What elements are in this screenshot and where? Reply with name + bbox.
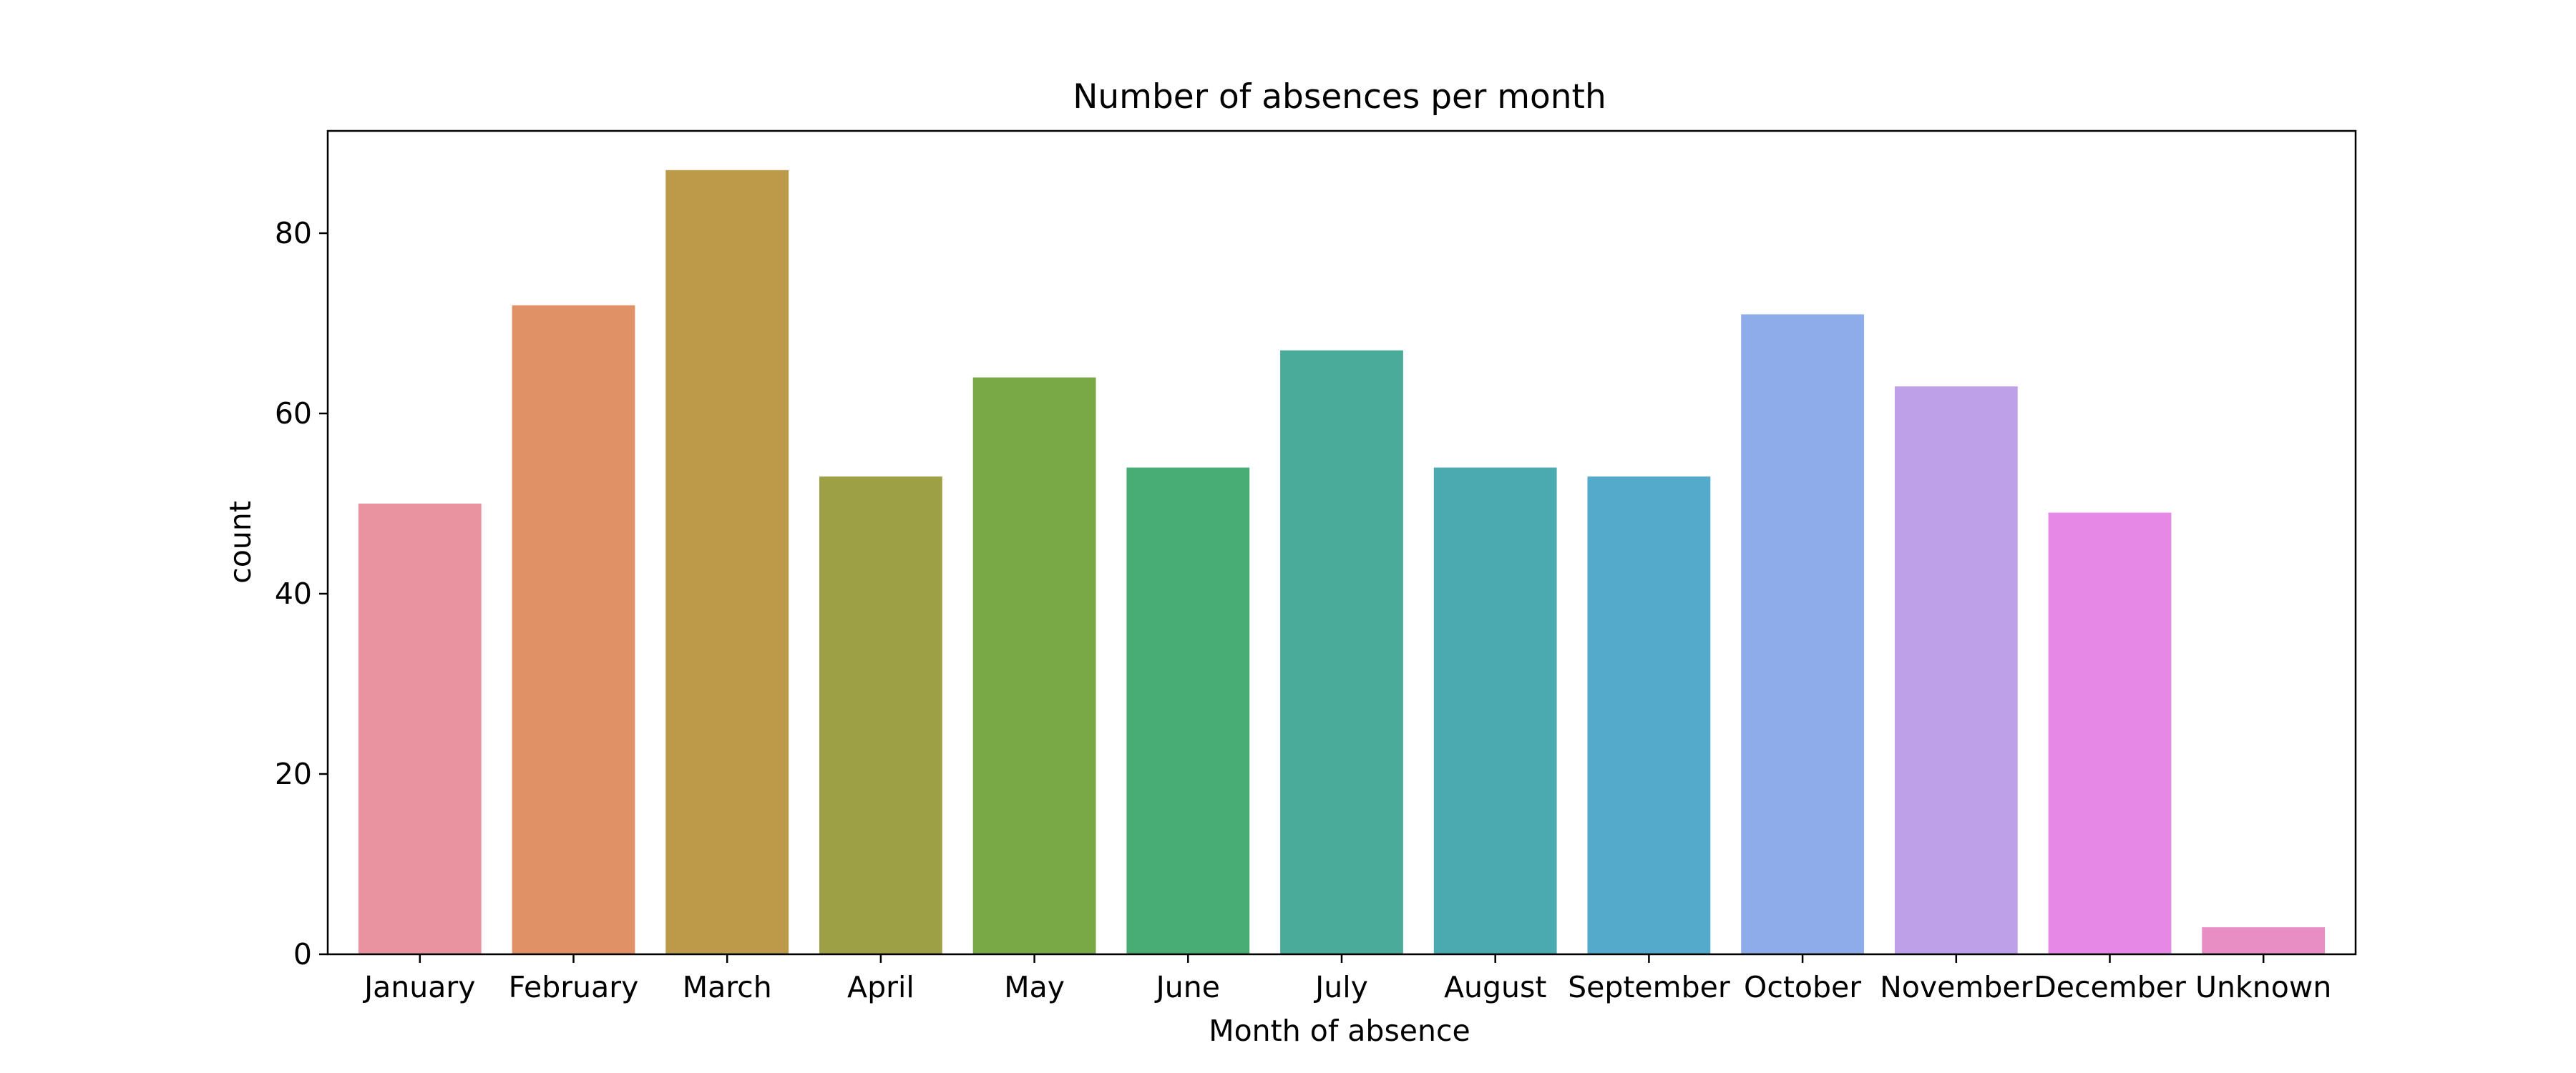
bar-july — [1280, 350, 1403, 954]
bar-august — [1433, 467, 1557, 954]
bar-april — [819, 476, 942, 954]
bar-unknown — [2202, 927, 2326, 954]
x-tick-label: June — [1154, 970, 1220, 1004]
bar-may — [972, 377, 1096, 954]
bar-june — [1126, 467, 1250, 954]
bar-september — [1587, 476, 1711, 954]
x-tick-label: August — [1444, 970, 1546, 1004]
bars-group — [358, 170, 2326, 954]
x-tick-label: February — [509, 970, 639, 1004]
y-tick-label: 20 — [275, 757, 312, 791]
bar-december — [2048, 512, 2172, 954]
bar-march — [665, 170, 789, 954]
x-axis-label: Month of absence — [1209, 1014, 1470, 1048]
y-axis-label: count — [223, 501, 258, 584]
bar-january — [358, 504, 482, 954]
bar-november — [1894, 386, 2018, 954]
x-axis-ticks: January February March April May June July Augu… — [362, 954, 2331, 1004]
x-tick-label: September — [1568, 970, 1730, 1004]
y-tick-label: 40 — [275, 577, 312, 611]
x-tick-label: May — [1004, 970, 1065, 1004]
y-tick-label: 60 — [275, 396, 312, 431]
bar-february — [512, 305, 635, 954]
y-axis-ticks: 0 20 40 60 80 — [275, 216, 328, 971]
x-tick-label: Unknown — [2195, 970, 2331, 1004]
bar-october — [1741, 314, 1864, 954]
plot-frame — [326, 129, 2357, 956]
x-tick-label: January — [362, 970, 475, 1004]
y-tick-label: 0 — [293, 937, 312, 971]
x-tick-label: July — [1313, 970, 1368, 1004]
x-tick-label: March — [683, 970, 772, 1004]
x-tick-label: November — [1880, 970, 2032, 1004]
y-tick-label: 80 — [275, 216, 312, 250]
chart-title: Number of absences per month — [1073, 77, 1606, 117]
x-tick-label: April — [847, 970, 914, 1004]
x-tick-label: October — [1744, 970, 1861, 1004]
x-tick-label: December — [2034, 970, 2186, 1004]
